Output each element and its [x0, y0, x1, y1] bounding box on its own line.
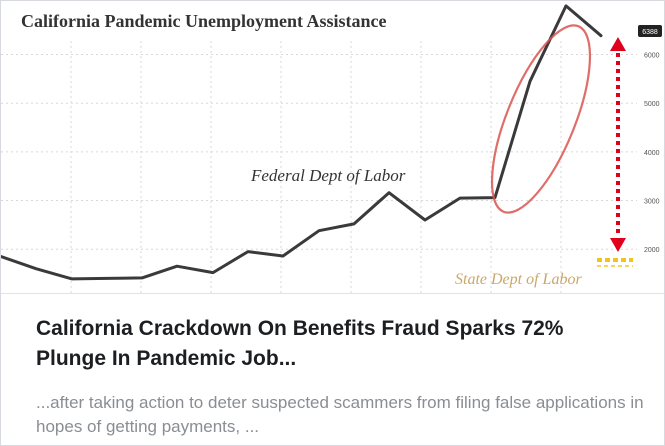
last-value-label: 6388 — [642, 29, 658, 36]
chart-title: California Pandemic Unemployment Assista… — [21, 11, 386, 31]
y-tick-label: 3000 — [644, 199, 660, 206]
article-text-area: California Crackdown On Benefits Fraud S… — [1, 293, 664, 445]
unemployment-chart: 2000 3000 4000 5000 6000 California Pandemic… — [1, 1, 664, 293]
last-value-badge — [638, 25, 662, 37]
article-headline[interactable]: California Crackdown On Benefits Fraud S… — [36, 317, 564, 370]
y-axis-ticks: 2000 3000 4000 5000 6000 — [644, 53, 660, 255]
article-chart-image: 2000 3000 4000 5000 6000 California Pandemic… — [1, 1, 664, 293]
y-tick-label: 4000 — [644, 150, 660, 157]
y-tick-label: 2000 — [644, 247, 660, 254]
red-dotted-arrow — [610, 37, 626, 252]
chart-grid — [1, 41, 637, 293]
series-line — [1, 4, 603, 281]
state-dashes — [597, 258, 633, 267]
y-tick-label: 5000 — [644, 101, 660, 108]
article-excerpt: ...after taking action to deter suspecte… — [36, 393, 644, 436]
highlight-ellipse — [490, 24, 592, 214]
federal-dol-annotation: Federal Dept of Labor — [250, 166, 406, 185]
y-tick-label: 6000 — [644, 53, 660, 60]
state-dol-annotation: State Dept of Labor — [455, 271, 582, 288]
